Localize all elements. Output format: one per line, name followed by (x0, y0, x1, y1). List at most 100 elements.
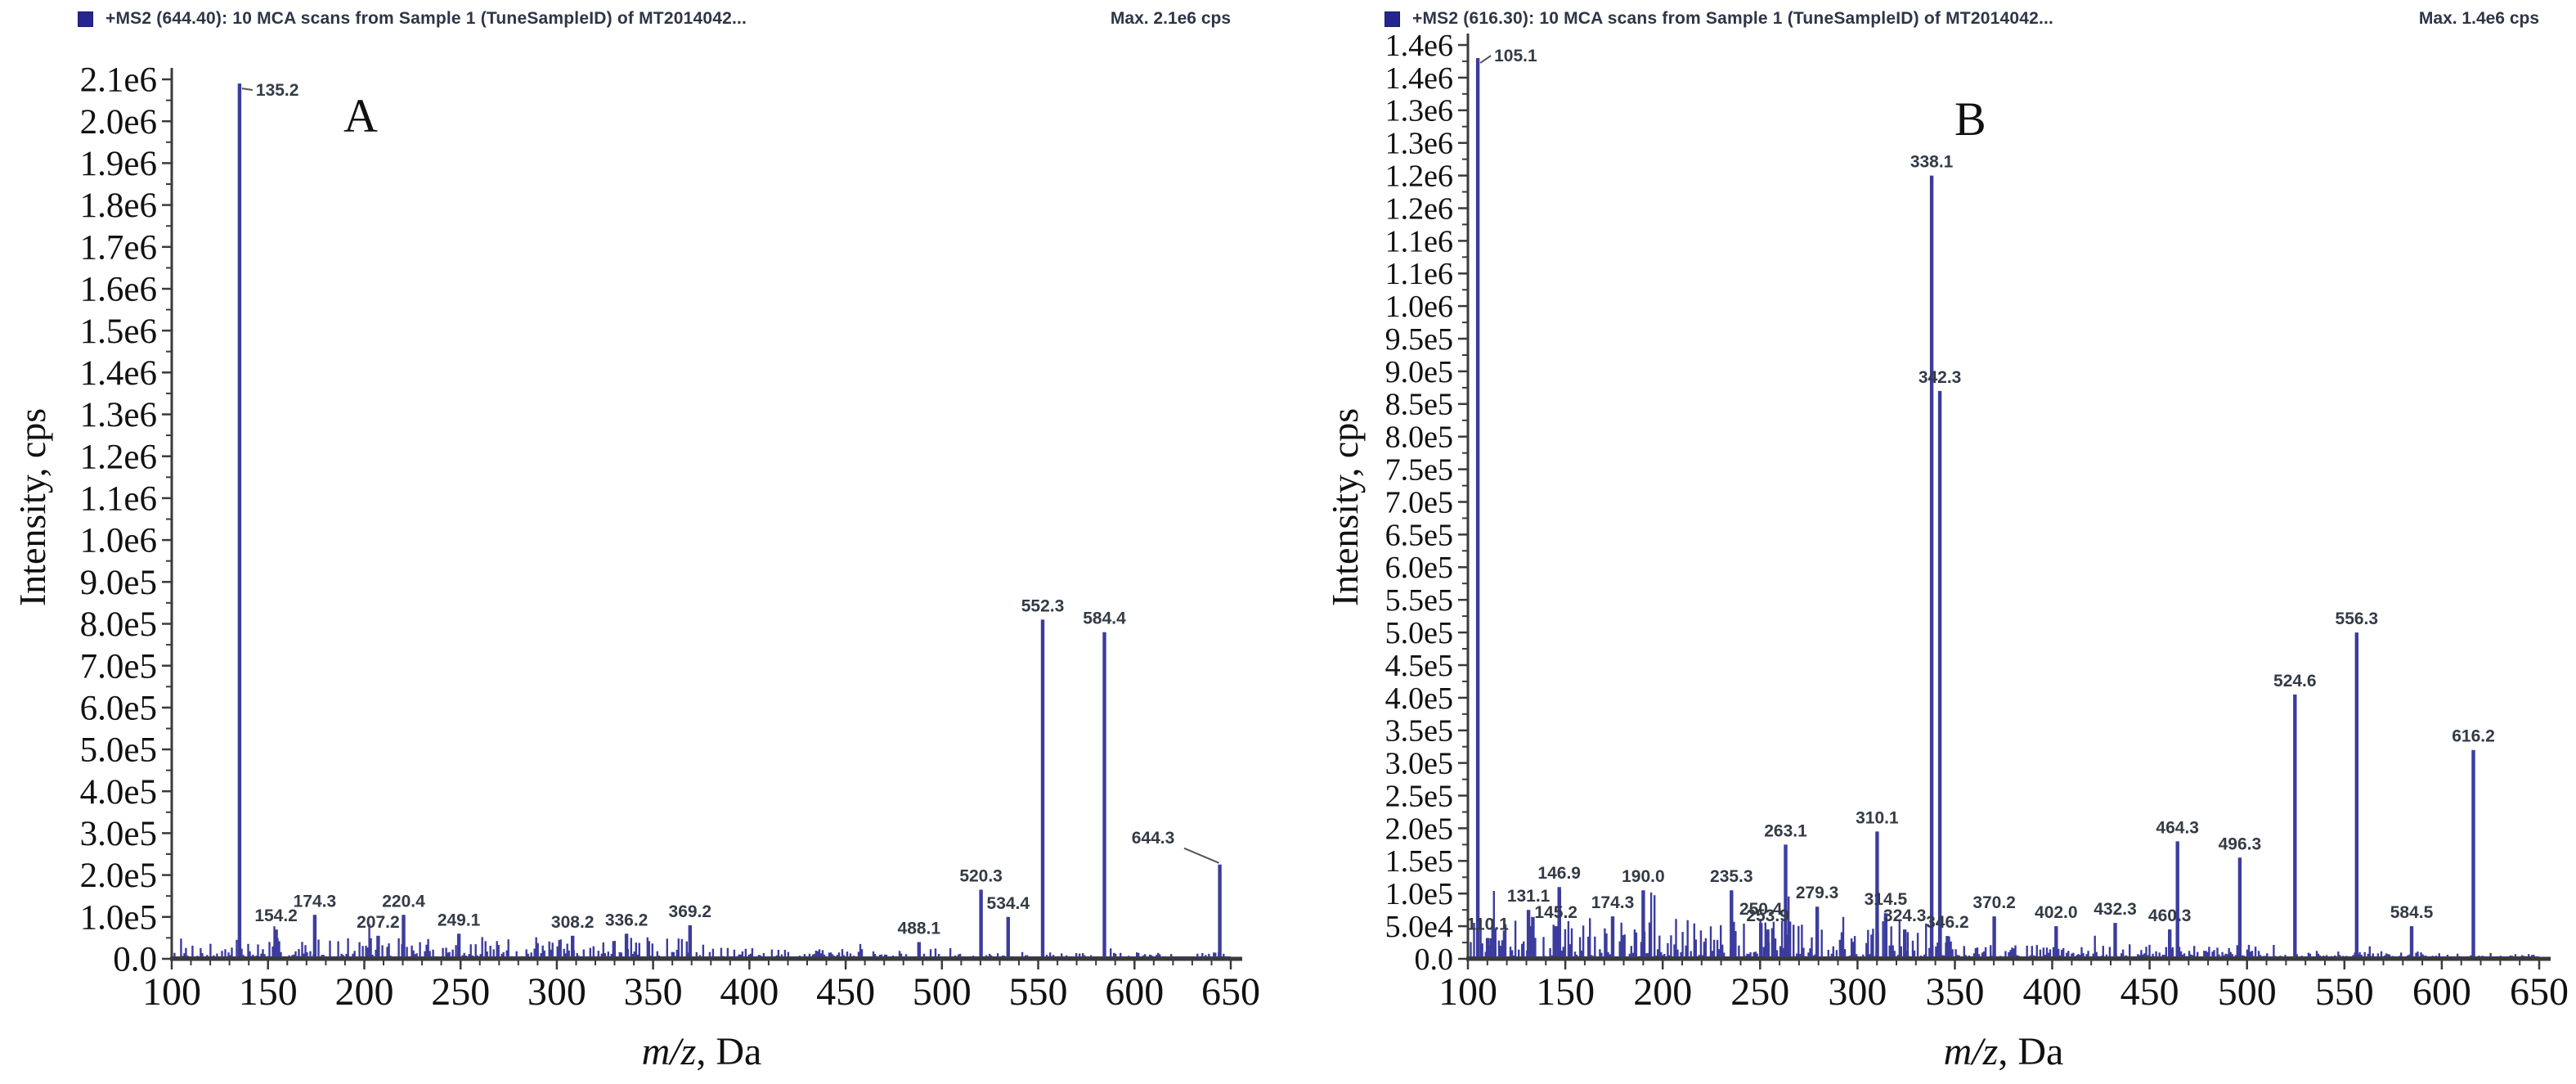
svg-text:346.2: 346.2 (1926, 913, 1969, 932)
max-intensity-label: Max. 1.4e6 cps (2418, 9, 2539, 28)
svg-text:135.2: 135.2 (256, 81, 299, 100)
svg-text:1.3e6: 1.3e6 (80, 396, 157, 434)
svg-text:338.1: 338.1 (1910, 153, 1954, 172)
svg-text:1.5e6: 1.5e6 (80, 313, 157, 351)
svg-text:154.2: 154.2 (254, 906, 298, 925)
svg-text:336.2: 336.2 (605, 911, 648, 929)
svg-text:4.0e5: 4.0e5 (1385, 681, 1453, 716)
svg-text:190.0: 190.0 (1622, 867, 1665, 886)
svg-text:496.3: 496.3 (2219, 834, 2262, 853)
svg-text:2.0e6: 2.0e6 (80, 103, 157, 142)
svg-text:9.0e5: 9.0e5 (1385, 355, 1453, 389)
svg-text:8.0e5: 8.0e5 (1385, 421, 1453, 455)
svg-text:5.5e5: 5.5e5 (1385, 583, 1453, 618)
svg-text:300: 300 (1828, 970, 1887, 1014)
svg-text:2.0e5: 2.0e5 (80, 857, 157, 895)
svg-text:534.4: 534.4 (987, 894, 1030, 913)
svg-text:1.5e5: 1.5e5 (1385, 844, 1453, 879)
svg-text:1.2e6: 1.2e6 (1385, 160, 1453, 194)
y-axis-title: Intensity, cps (11, 407, 53, 607)
svg-text:250: 250 (1730, 970, 1789, 1014)
svg-text:3.5e5: 3.5e5 (1385, 714, 1453, 749)
svg-text:279.3: 279.3 (1796, 884, 1839, 902)
svg-text:131.1: 131.1 (1507, 887, 1551, 906)
svg-text:1.1e6: 1.1e6 (1385, 224, 1453, 259)
svg-text:584.5: 584.5 (2390, 903, 2434, 922)
svg-text:5.0e5: 5.0e5 (1385, 616, 1453, 650)
svg-text:100: 100 (142, 970, 201, 1014)
svg-text:235.3: 235.3 (1710, 867, 1753, 886)
svg-text:432.3: 432.3 (2094, 900, 2137, 919)
svg-text:1.1e6: 1.1e6 (1385, 257, 1453, 291)
svg-text:249.1: 249.1 (438, 911, 481, 929)
panel-letter: B (1954, 92, 1986, 146)
svg-text:1.2e6: 1.2e6 (80, 438, 157, 476)
svg-text:550: 550 (2315, 970, 2374, 1014)
svg-text:6.5e5: 6.5e5 (1385, 518, 1453, 552)
svg-text:250: 250 (431, 970, 490, 1014)
svg-text:350: 350 (1926, 970, 1985, 1014)
spectrum-panel-a: 2.1e6 2.0e6 1.9e6 1.8e6 1.7e6 1.6e6 1.5e6 1.4e6… (11, 9, 1260, 1073)
svg-text:150: 150 (1536, 970, 1595, 1014)
svg-text:450: 450 (2120, 970, 2179, 1014)
svg-text:644.3: 644.3 (1132, 829, 1175, 848)
svg-text:1.3e6: 1.3e6 (1385, 127, 1453, 161)
svg-text:342.3: 342.3 (1919, 368, 1962, 387)
svg-text:207.2: 207.2 (357, 913, 400, 932)
legend-swatch-icon (78, 11, 93, 27)
svg-text:1.6e6: 1.6e6 (80, 271, 157, 309)
svg-text:150: 150 (239, 970, 298, 1014)
svg-text:308.2: 308.2 (551, 913, 595, 932)
svg-text:1.3e6: 1.3e6 (1385, 94, 1453, 128)
svg-text:600: 600 (1105, 970, 1164, 1014)
svg-text:324.3: 324.3 (1883, 906, 1927, 925)
svg-text:2.0e5: 2.0e5 (1385, 812, 1453, 846)
svg-text:146.9: 146.9 (1537, 864, 1581, 883)
svg-text:524.6: 524.6 (2273, 672, 2317, 690)
svg-text:250.4: 250.4 (1739, 900, 1783, 919)
max-intensity-label: Max. 2.1e6 cps (1110, 9, 1231, 28)
svg-text:314.5: 314.5 (1865, 890, 1908, 909)
svg-text:5.0e4: 5.0e4 (1385, 910, 1453, 944)
svg-text:110.1: 110.1 (1466, 915, 1509, 934)
svg-text:1.0e6: 1.0e6 (80, 522, 157, 560)
svg-text:5.0e5: 5.0e5 (80, 731, 157, 770)
svg-text:1.9e6: 1.9e6 (80, 145, 157, 183)
svg-text:1.2e6: 1.2e6 (1385, 191, 1453, 226)
svg-text:500: 500 (2218, 970, 2277, 1014)
spectrum-header-title: +MS2 (616.30): 10 MCA scans from Sample … (1412, 9, 2054, 28)
svg-text:369.2: 369.2 (669, 902, 712, 921)
svg-text:0.0: 0.0 (113, 941, 157, 979)
spectrum-header-title: +MS2 (644.40): 10 MCA scans from Sample … (105, 9, 747, 28)
svg-text:7.0e5: 7.0e5 (80, 647, 157, 686)
svg-text:174.3: 174.3 (294, 892, 337, 911)
svg-text:174.3: 174.3 (1591, 893, 1635, 912)
svg-text:1.7e6: 1.7e6 (80, 228, 157, 267)
spectrum-header-b: +MS2 (616.30): 10 MCA scans from Sample … (1384, 5, 2539, 33)
panel-letter: A (343, 89, 378, 142)
svg-text:400: 400 (2023, 970, 2082, 1014)
svg-text:9.0e5: 9.0e5 (80, 564, 157, 602)
svg-text:1.0e6: 1.0e6 (1385, 290, 1453, 324)
spectrum-panel-b: 1.4e6 1.4e6 1.3e6 1.3e6 1.2e6 1.2e6 1.1e6 1.1e6… (1288, 0, 2576, 1084)
svg-text:105.1: 105.1 (1494, 47, 1537, 65)
svg-text:4.0e5: 4.0e5 (80, 773, 157, 812)
svg-text:556.3: 556.3 (2336, 609, 2379, 628)
spectrum-plot-b: 1.4e61.4e61.3e61.3e61.2e61.2e61.1e61.1e6… (1385, 29, 2569, 1014)
svg-text:650: 650 (1201, 970, 1260, 1014)
legend-swatch-icon (1384, 11, 1400, 27)
svg-text:520.3: 520.3 (959, 867, 1003, 886)
svg-text:263.1: 263.1 (1764, 821, 1807, 840)
svg-text:6.0e5: 6.0e5 (1385, 551, 1453, 585)
svg-text:1.8e6: 1.8e6 (80, 187, 157, 225)
svg-text:460.3: 460.3 (2148, 906, 2192, 925)
svg-text:488.1: 488.1 (898, 920, 941, 938)
svg-text:8.5e5: 8.5e5 (1385, 388, 1453, 422)
svg-text:350: 350 (624, 970, 683, 1014)
svg-text:1.1e6: 1.1e6 (80, 480, 157, 519)
svg-text:310.1: 310.1 (1856, 808, 1899, 827)
svg-text:1.4e6: 1.4e6 (80, 354, 157, 393)
svg-text:6.0e5: 6.0e5 (80, 690, 157, 728)
